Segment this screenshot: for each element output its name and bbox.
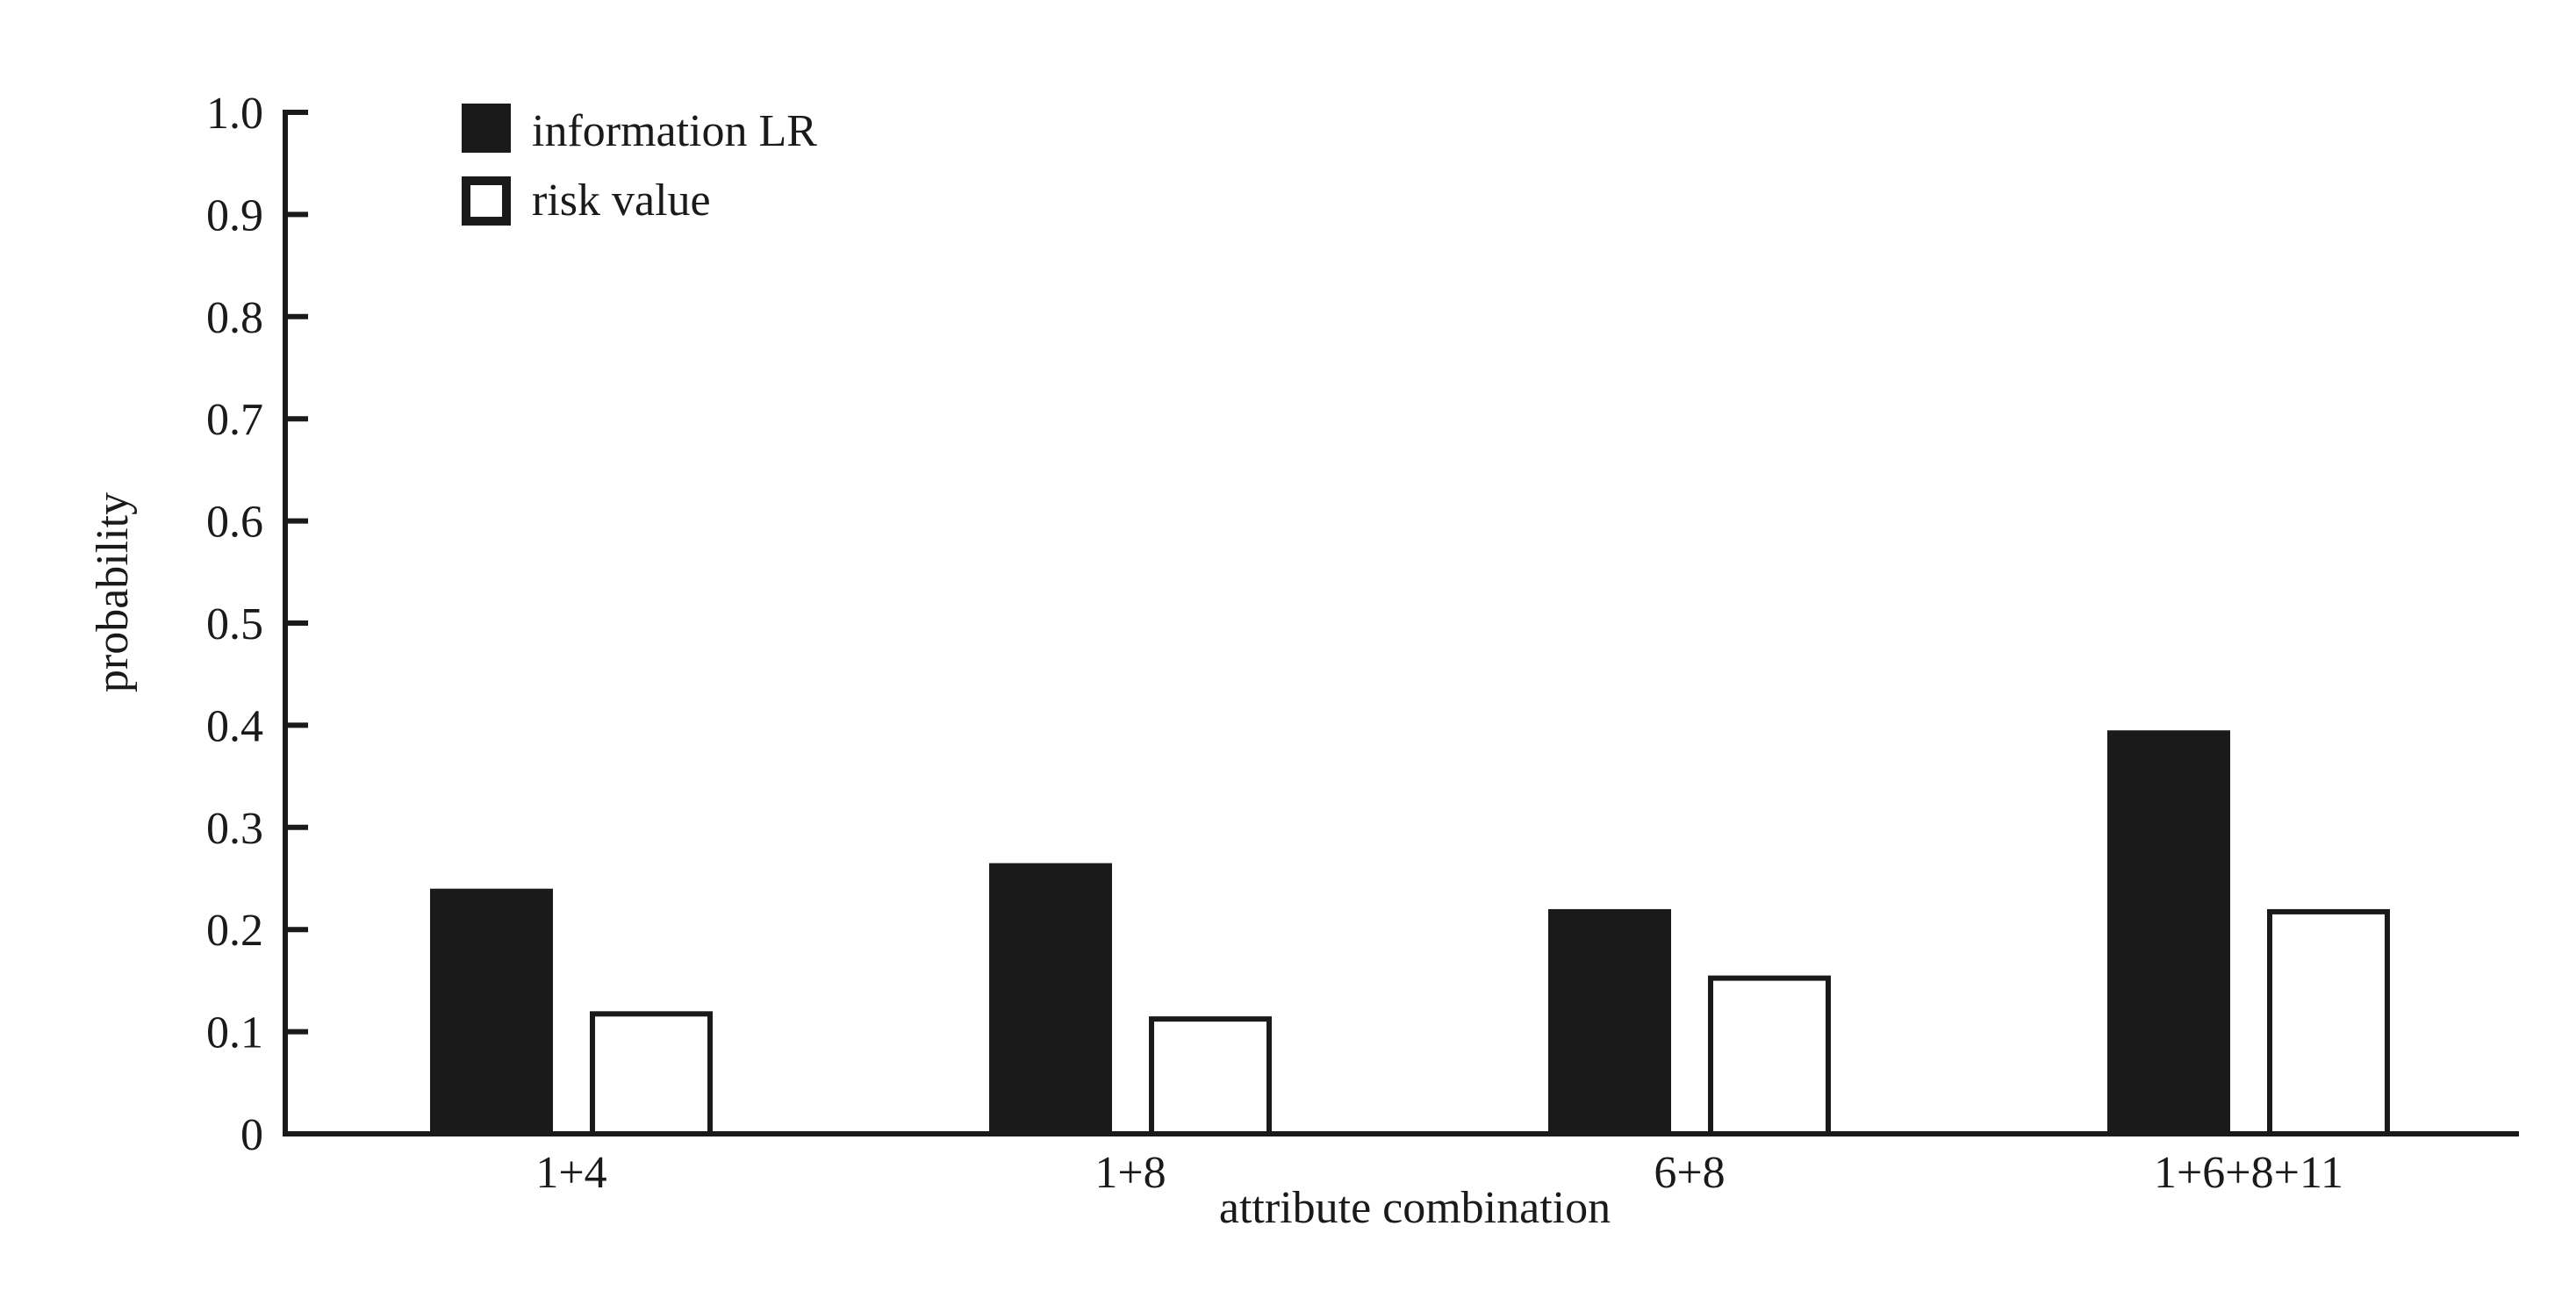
x-axis-title: attribute combination bbox=[1219, 1183, 1611, 1233]
bar-risk-value-3 bbox=[2267, 908, 2390, 1137]
x-tick-label: 6+8 bbox=[1654, 1148, 1725, 1198]
bar-information-lr-1 bbox=[989, 863, 1112, 1134]
bar-information-lr-0 bbox=[430, 888, 553, 1134]
y-axis-title: probability bbox=[88, 492, 138, 692]
y-tick-label: 0.6 bbox=[206, 498, 263, 548]
bar-risk-value-2 bbox=[1708, 975, 1831, 1136]
bar-information-lr-3 bbox=[2107, 730, 2230, 1134]
y-tick-label: 0.9 bbox=[206, 190, 263, 240]
legend-label-risk-value: risk value bbox=[532, 176, 711, 226]
y-tick-label: 0.7 bbox=[206, 395, 263, 445]
x-axis-ticks: 1+4 1+8 6+8 1+6+8+11 bbox=[535, 1148, 2343, 1198]
bar-risk-value-0 bbox=[590, 1011, 713, 1136]
y-axis-ticks: 0 0.1 0.2 0.3 0.4 0.5 0.6 0.7 0.8 0.9 1.0 bbox=[206, 89, 308, 1160]
y-tick-label: 0.2 bbox=[206, 906, 263, 956]
legend-label-information-lr: information LR bbox=[532, 106, 817, 156]
y-tick-label: 1.0 bbox=[206, 89, 263, 139]
y-tick-label: 0.5 bbox=[206, 599, 263, 649]
legend-swatch-information-lr bbox=[462, 104, 511, 153]
y-tick-label: 0.8 bbox=[206, 293, 263, 343]
legend-swatch-risk-value bbox=[462, 176, 511, 226]
x-tick-label: 1+8 bbox=[1094, 1148, 1166, 1198]
x-tick-label: 1+4 bbox=[535, 1148, 606, 1198]
bar-information-lr-2 bbox=[1548, 908, 1671, 1134]
bars bbox=[430, 730, 2390, 1137]
y-tick-label: 0.1 bbox=[206, 1008, 263, 1058]
x-tick-label: 1+6+8+11 bbox=[2154, 1148, 2343, 1198]
y-tick-label: 0.3 bbox=[206, 804, 263, 854]
bar-risk-value-1 bbox=[1149, 1016, 1272, 1137]
y-tick-label: 0 bbox=[240, 1110, 263, 1160]
y-tick-label: 0.4 bbox=[206, 701, 263, 751]
legend: information LR risk value bbox=[462, 104, 817, 226]
